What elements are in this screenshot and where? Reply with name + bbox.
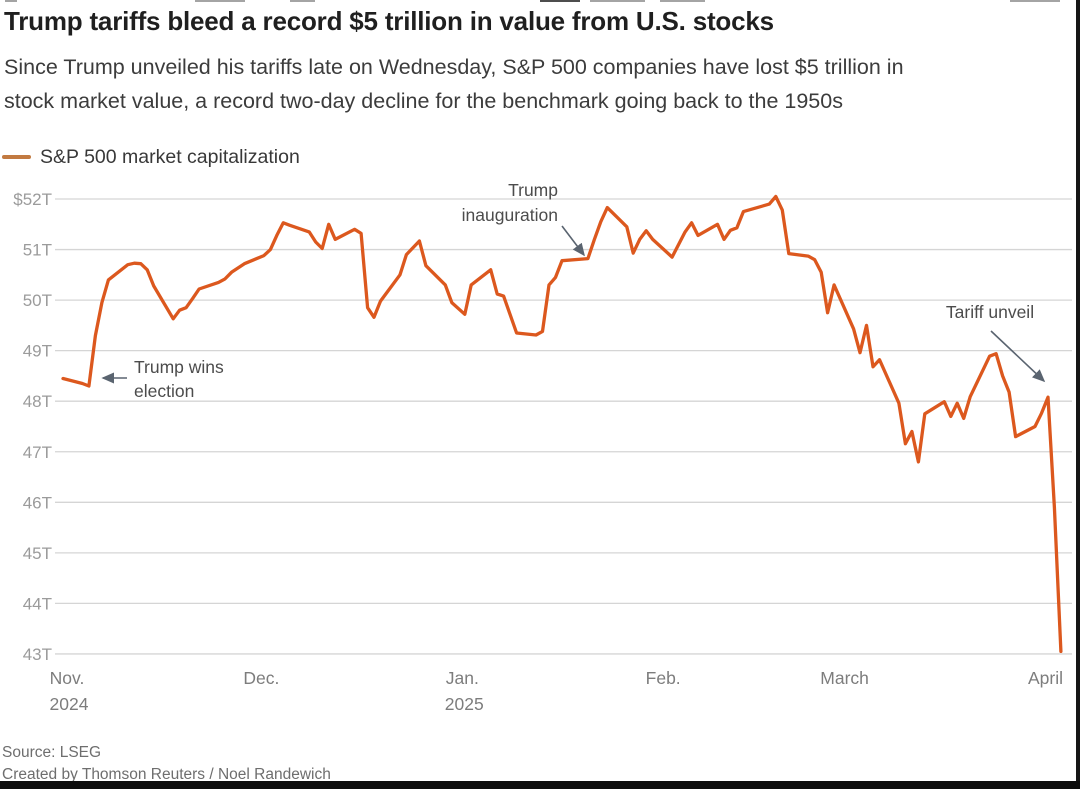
credit-note: Created by Thomson Reuters / Noel Randew… <box>2 766 331 783</box>
source-note: Source: LSEG <box>2 744 102 761</box>
top-edge-artifact <box>540 0 580 2</box>
annotation-trump-inauguration-arrow <box>561 225 585 257</box>
annotation-trump-wins-election: Trump wins <box>134 357 224 377</box>
right-frame-bar <box>1076 0 1080 789</box>
x-tick-label-Nov: Nov. <box>50 668 85 688</box>
y-tick-label-44T: 44T <box>23 594 52 613</box>
annotation-tariff-unveil: Tariff unveil <box>946 302 1034 322</box>
y-tick-label-51T: 51T <box>23 241 52 260</box>
chart-subtitle: Since Trump unveiled his tariffs late on… <box>4 50 1074 118</box>
top-edge-artifact <box>290 0 315 2</box>
top-edge-artifact <box>660 0 705 2</box>
x-tick-sublabel-2024: 2024 <box>50 694 89 714</box>
legend: S&P 500 market capitalization <box>2 145 300 169</box>
x-tick-label-April: April <box>1028 668 1063 688</box>
x-tick-label-Jan: Jan. <box>446 668 479 688</box>
page-title: Trump tariffs bleed a record $5 trillion… <box>4 6 774 36</box>
bottom-frame-bar <box>0 781 1080 789</box>
x-tick-label-March: March <box>820 668 869 688</box>
x-tick-label-Feb: Feb. <box>646 668 681 688</box>
annotation-tariff-unveil-arrow <box>990 330 1046 383</box>
annotation-trump-inauguration: inauguration <box>462 205 558 225</box>
x-tick-sublabel-2025: 2025 <box>445 694 484 714</box>
y-tick-label-52T: $52T <box>13 190 52 209</box>
sp500-market-cap-line <box>61 194 1063 654</box>
legend-line-swatch <box>2 155 31 159</box>
chart-subtitle-line2: stock market value, a record two-day dec… <box>4 89 843 113</box>
top-edge-artifact <box>1010 0 1060 2</box>
y-tick-label-45T: 45T <box>23 544 52 563</box>
legend-label: S&P 500 market capitalization <box>40 145 300 168</box>
y-tick-label-43T: 43T <box>23 645 52 664</box>
top-edge-artifact <box>195 0 245 2</box>
top-edge-artifact <box>5 0 17 2</box>
annotation-trump-wins-election: election <box>134 381 194 401</box>
top-edge-artifact <box>590 0 645 2</box>
y-tick-label-46T: 46T <box>23 493 52 512</box>
chart-subtitle-line1: Since Trump unveiled his tariffs late on… <box>4 55 904 79</box>
y-tick-label-50T: 50T <box>23 291 52 310</box>
x-tick-label-Dec: Dec. <box>243 668 279 688</box>
y-tick-label-48T: 48T <box>23 392 52 411</box>
y-tick-label-47T: 47T <box>23 443 52 462</box>
annotation-trump-inauguration: Trump <box>508 180 558 200</box>
y-tick-label-49T: 49T <box>23 342 52 361</box>
